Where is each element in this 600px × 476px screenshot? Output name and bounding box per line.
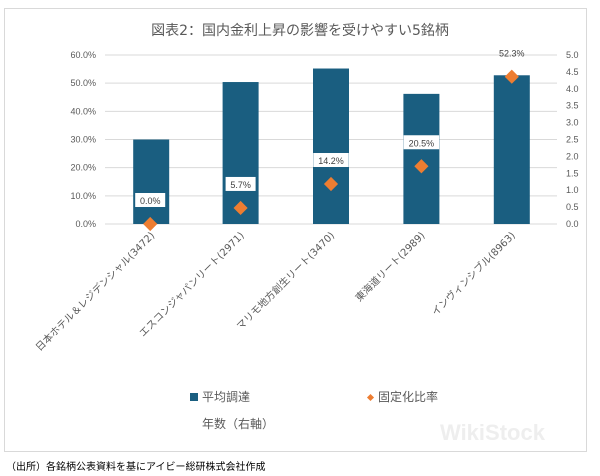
left-tick-label: 40.0% [70, 106, 96, 116]
right-tick-label: 2.5 [566, 135, 579, 145]
data-point-diamond [233, 200, 248, 216]
data-label: 14.2% [318, 156, 344, 166]
data-point-diamond [414, 159, 429, 174]
bar [222, 82, 259, 224]
bar [493, 75, 530, 224]
right-tick-label: 4.0 [566, 84, 579, 94]
right-tick-label: 5.0 [566, 50, 579, 60]
left-tick-label: 60.0% [70, 50, 96, 60]
chart-frame [4, 8, 587, 452]
data-point-diamond [323, 176, 339, 192]
right-tick-label: 3.5 [566, 101, 579, 111]
right-tick-label: 1.5 [566, 168, 579, 178]
right-tick-label: 0.0 [566, 219, 579, 229]
data-label-box [313, 153, 349, 168]
category-label: エスコンジャパンリート(2971) [137, 230, 247, 340]
data-label-box [135, 193, 166, 207]
right-tick-label: 3.0 [566, 118, 579, 128]
category-label: インヴィンシブル(8963) [429, 229, 518, 318]
right-tick-label: 1.0 [566, 185, 579, 195]
legend-item-scatter: 固定化比率 [366, 388, 439, 405]
data-label: 52.3% [499, 49, 525, 59]
category-label: 日本ホテル＆レジデンシャル(3472) [33, 229, 158, 354]
data-label-box [225, 176, 256, 191]
left-tick-label: 20.0% [70, 163, 96, 173]
legend-bar-label-2: 年数（右軸） [202, 417, 275, 431]
data-label: 5.7% [230, 180, 251, 190]
legend-item-bar: 平均調達 年数（右軸） [190, 388, 274, 432]
data-label-box [403, 135, 440, 150]
bar [133, 139, 170, 224]
category-label: マリモ地方創生リート(3470) [234, 229, 337, 332]
data-label: 0.0% [140, 196, 161, 206]
left-tick-label: 30.0% [70, 135, 96, 145]
legend-bar-label: 平均調達 [202, 390, 251, 404]
left-tick-label: 10.0% [70, 191, 96, 201]
chart-title: 図表2：国内金利上昇の影響を受けやすい5銘柄 [151, 23, 449, 39]
data-label: 20.5% [409, 138, 435, 148]
category-label: 東海道リート(2989) [352, 229, 427, 304]
legend-scatter-label: 固定化比率 [378, 390, 439, 404]
left-tick-label: 0.0% [75, 219, 96, 229]
left-tick-label: 50.0% [70, 78, 96, 88]
data-point-diamond [504, 69, 519, 84]
bar [403, 93, 440, 225]
right-tick-label: 4.5 [566, 67, 579, 77]
right-tick-label: 0.5 [566, 202, 579, 212]
data-point-diamond [143, 216, 158, 232]
legend-diamond-icon [366, 393, 375, 402]
right-tick-label: 2.0 [566, 151, 579, 161]
watermark-logo: WikiStock [440, 420, 545, 445]
bar [313, 68, 349, 225]
source-note: （出所）各銘柄公表資料を基にアイビー総研株式会社作成 [6, 462, 266, 473]
legend-bar-swatch [190, 393, 198, 401]
